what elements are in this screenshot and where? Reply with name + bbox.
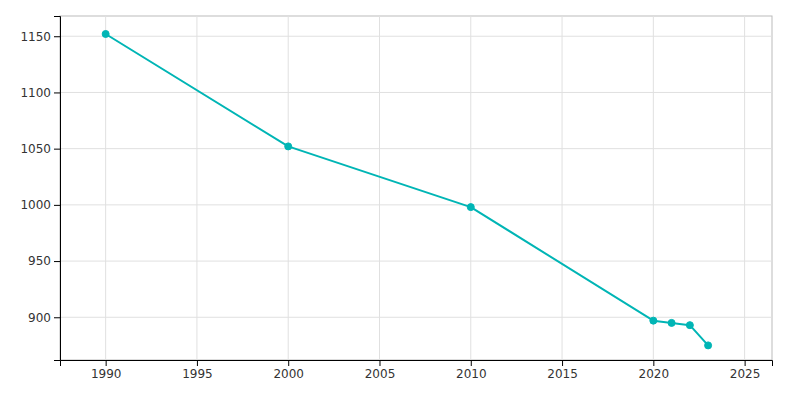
tick-label: 2020 [639, 367, 670, 381]
tick-label: 900 [28, 311, 51, 325]
chart-svg: 1990 1995 2000 2005 2010 2015 2020 2025 900 950 10… [0, 0, 800, 400]
tick-mark [288, 360, 289, 366]
grid-line-x [470, 16, 471, 360]
point [686, 322, 693, 329]
tick: 1050 [20, 142, 60, 156]
tick-mark [106, 360, 107, 366]
tick: 950 [28, 254, 60, 268]
grid-line-x [379, 16, 380, 360]
tick-label: 1150 [20, 30, 51, 44]
point [467, 204, 474, 211]
tick-label: 1050 [20, 142, 51, 156]
plot-frame [60, 16, 772, 360]
tick: 1100 [20, 86, 60, 100]
tick: 1990 [91, 360, 122, 381]
line [106, 34, 708, 345]
grid-line-x [562, 16, 563, 360]
grid-line-x [288, 16, 289, 360]
grid [60, 16, 772, 360]
tick: 2015 [547, 360, 578, 381]
axis-line [54, 17, 61, 361]
tick-mark [54, 261, 60, 262]
grid-line-y [60, 92, 772, 93]
grid-line-x [653, 16, 654, 360]
tick-mark [653, 360, 654, 366]
tick: 2010 [456, 360, 487, 381]
tick-mark [745, 360, 746, 366]
grid-line-y [60, 36, 772, 37]
tick-mark [54, 92, 60, 93]
tick-label: 1000 [20, 198, 51, 212]
tick-label: 1995 [182, 367, 213, 381]
tick-label: 2005 [365, 367, 396, 381]
tick-label: 2000 [273, 367, 304, 381]
grid-line-x [744, 16, 745, 360]
grid-line-x [196, 16, 197, 360]
tick-label: 1990 [91, 367, 122, 381]
grid-line-y [60, 204, 772, 205]
tick: 900 [28, 311, 60, 325]
tick-label: 2015 [547, 367, 578, 381]
plot-area: 1990 1995 2000 2005 2010 2015 2020 2025 900 950 10… [20, 16, 772, 381]
tick-mark [379, 360, 380, 366]
point [285, 143, 292, 150]
tick-mark [471, 360, 472, 366]
axis-line [61, 361, 773, 367]
grid-line-x [105, 16, 106, 360]
grid-line-y [60, 317, 772, 318]
x-axis: 1990 1995 2000 2005 2010 2015 2020 2025 [61, 360, 773, 381]
tick: 2005 [365, 360, 396, 381]
tick-label: 950 [28, 254, 51, 268]
point [102, 30, 109, 37]
tick: 1995 [182, 360, 213, 381]
tick: 2020 [639, 360, 670, 381]
marks [102, 30, 711, 348]
tick-mark [54, 205, 60, 206]
tick: 2025 [730, 360, 761, 381]
grid-line-y [60, 148, 772, 149]
tick-mark [562, 360, 563, 366]
tick-label: 1100 [20, 86, 51, 100]
grid-line-y [60, 261, 772, 262]
point [705, 342, 712, 349]
tick-label: 2010 [456, 367, 487, 381]
tick-mark [54, 149, 60, 150]
y-axis: 900 950 1000 1050 1100 1150 [20, 17, 60, 361]
tick-mark [54, 317, 60, 318]
point [668, 319, 675, 326]
tick-mark [197, 360, 198, 366]
tick-mark [54, 36, 60, 37]
tick-label: 2025 [730, 367, 761, 381]
tick: 1150 [20, 30, 60, 44]
tick: 1000 [20, 198, 60, 212]
tick: 2000 [273, 360, 304, 381]
point [650, 317, 657, 324]
